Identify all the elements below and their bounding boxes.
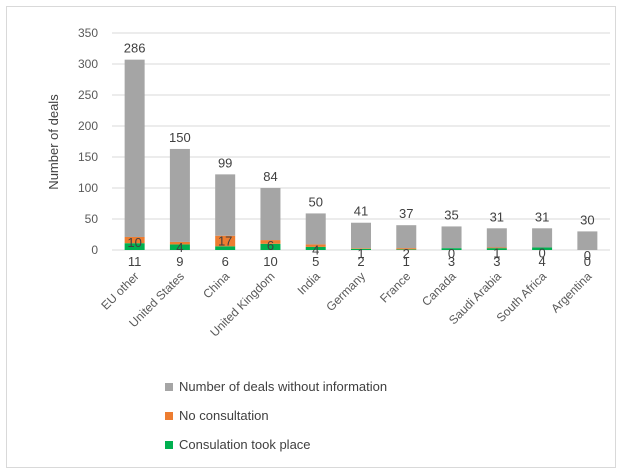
label-consultation: 11	[128, 254, 142, 269]
bar-segment	[351, 248, 371, 249]
y-tick-label: 50	[85, 212, 99, 226]
legend-item: Number of deals without information	[165, 372, 387, 401]
x-tick-label: Argentina	[548, 269, 594, 315]
bar-segment	[577, 231, 598, 250]
label-consultation: 6	[222, 254, 229, 269]
x-tick-label: Germany	[323, 269, 368, 314]
y-tick-label: 200	[78, 119, 98, 133]
bar-segment	[215, 174, 236, 236]
bar-segment	[396, 248, 417, 250]
label-no-consultation: 10	[127, 235, 141, 250]
bar-segment	[305, 246, 326, 250]
legend: Number of deals without information No co…	[165, 372, 387, 459]
label-no-consultation: 2	[403, 246, 410, 261]
x-tick-label: EU other	[98, 269, 141, 312]
label-no-information: 99	[218, 155, 232, 170]
label-no-consultation: 1	[357, 246, 364, 261]
bar-segment	[169, 241, 190, 245]
label-consultation: 3	[448, 254, 455, 269]
x-tick-label: Canada	[419, 269, 459, 309]
bar-segment	[396, 249, 417, 250]
label-no-consultation: 6	[267, 238, 274, 253]
bar-segment	[532, 247, 553, 250]
bar-segment	[215, 235, 236, 247]
label-no-information: 31	[490, 209, 504, 224]
label-no-information: 37	[399, 206, 413, 221]
label-no-consultation: 4	[176, 240, 183, 255]
label-consultation: 4	[538, 254, 545, 269]
legend-label: Consulation took place	[179, 437, 311, 452]
y-tick-label: 350	[78, 26, 98, 40]
legend-item: Consulation took place	[165, 430, 387, 459]
bar-segment	[215, 246, 236, 250]
label-consultation: 3	[493, 254, 500, 269]
bar-segment	[486, 247, 507, 249]
label-consultation: 5	[312, 254, 319, 269]
label-no-information: 286	[124, 41, 146, 56]
bar-segment	[169, 244, 190, 250]
label-no-consultation: 0	[448, 246, 455, 261]
legend-label: Number of deals without information	[179, 379, 388, 394]
gridlines	[112, 32, 610, 251]
legend-item: No consultation	[165, 401, 387, 430]
y-tick-label: 250	[78, 88, 98, 102]
data-labels: 1110286941506179910684545021411237303531…	[124, 41, 595, 269]
y-tick-label: 150	[78, 150, 98, 164]
bar-segment	[396, 225, 417, 249]
bar-segment	[260, 188, 281, 241]
label-no-information: 50	[308, 194, 322, 209]
label-no-information: 31	[535, 209, 549, 224]
label-no-information: 150	[169, 130, 191, 145]
label-consultation: 10	[263, 254, 277, 269]
label-consultation: 0	[584, 254, 591, 269]
label-consultation: 2	[357, 254, 364, 269]
label-no-consultation: 0	[538, 246, 545, 261]
bar-segment	[486, 228, 507, 248]
label-no-information: 35	[444, 207, 458, 222]
x-tick-label: China	[200, 269, 232, 301]
y-axis-ticks: 0 50 100 150 200 250 300 350	[78, 26, 98, 257]
label-no-information: 30	[580, 212, 594, 227]
y-axis-label: Number of deals	[46, 94, 61, 190]
bar-segment	[124, 243, 145, 250]
label-consultation: 9	[176, 254, 183, 269]
legend-swatch	[165, 382, 173, 391]
bars	[124, 59, 598, 250]
y-tick-label: 0	[91, 243, 98, 257]
legend-label: No consultation	[179, 408, 269, 423]
bar-segment	[124, 236, 145, 244]
label-no-consultation: 17	[218, 234, 232, 249]
legend-swatch	[165, 411, 173, 420]
bar-segment	[532, 228, 553, 248]
label-no-consultation: 4	[312, 242, 319, 257]
legend-swatch	[165, 440, 173, 449]
y-tick-label: 100	[78, 181, 98, 195]
bar-segment	[260, 243, 281, 250]
bar-segment	[441, 226, 462, 249]
bar-segment	[351, 222, 371, 249]
bar-segment	[305, 213, 326, 245]
label-consultation: 1	[403, 254, 410, 269]
label-no-information: 41	[354, 204, 368, 219]
label-no-consultation: 1	[493, 246, 500, 261]
bar-segment	[351, 248, 371, 250]
y-tick-label: 300	[78, 57, 98, 71]
x-tick-label: France	[377, 269, 414, 306]
label-no-information: 84	[263, 169, 277, 184]
bar-segment	[124, 59, 145, 237]
bar-segment	[441, 248, 462, 250]
x-tick-label: India	[295, 269, 324, 298]
bar-segment	[486, 248, 507, 250]
bar-segment	[260, 240, 281, 244]
bar-segment	[305, 244, 326, 247]
bar-segment	[169, 148, 190, 242]
label-no-consultation: 0	[584, 248, 591, 263]
